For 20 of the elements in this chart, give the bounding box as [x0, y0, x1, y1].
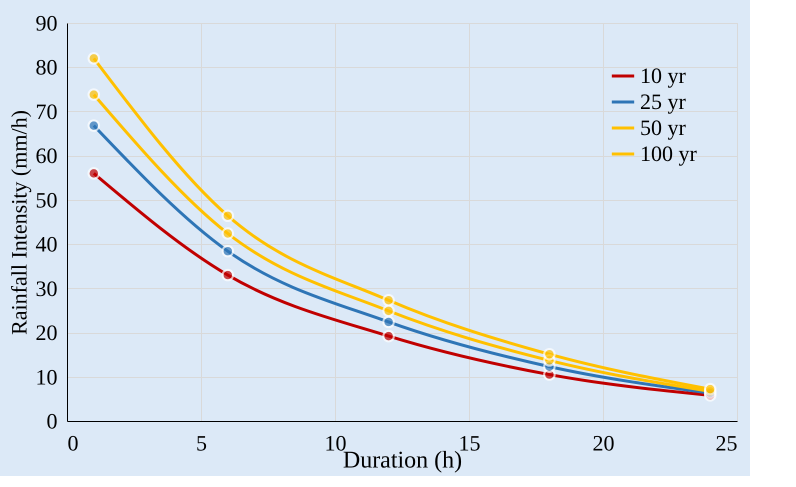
x-tick-label: 20 [592, 430, 614, 456]
y-tick-label: 40 [36, 232, 58, 257]
y-axis-title: Rainfall Intensity (mm/h) [6, 110, 32, 335]
x-tick-label: 0 [68, 430, 78, 456]
y-tick-label: 30 [36, 276, 58, 301]
legend-label: 100 yr [640, 141, 698, 166]
y-tick-label: 60 [36, 143, 58, 168]
y-tick-label: 90 [36, 10, 58, 36]
y-tick-label: 50 [36, 187, 58, 212]
legend-label: 50 yr [640, 115, 686, 140]
x-tick-label: 25 [716, 430, 738, 456]
legend-label: 10 yr [640, 63, 686, 88]
x-tick-label: 15 [458, 430, 480, 456]
y-tick-label: 0 [46, 408, 58, 434]
y-tick-label: 70 [36, 98, 58, 124]
y-tick-label: 20 [36, 320, 58, 346]
x-tick-label: 5 [196, 430, 207, 456]
legend-label: 25 yr [640, 89, 686, 114]
y-tick-label: 10 [36, 364, 58, 390]
y-tick-label: 80 [36, 54, 58, 80]
